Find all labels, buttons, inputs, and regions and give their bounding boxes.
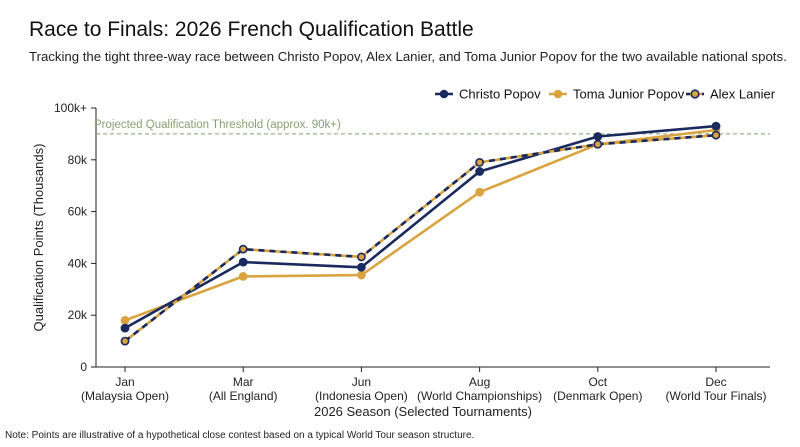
data-point-alex-lanier [356, 252, 366, 262]
series-line-alex-lanier [124, 133, 717, 343]
series-line-toma-junior-popov [124, 128, 717, 322]
x-tick-label-event: (Malaysia Open) [81, 389, 169, 403]
threshold-group: Projected Qualification Threshold (appro… [94, 119, 770, 135]
data-point-alex-lanier [711, 130, 721, 140]
x-tick-label-event: (World Tour Finals) [666, 389, 767, 403]
chart-legend: Christo Popov Toma Junior Popov Alex Lanie… [435, 87, 776, 102]
series-line-christo-popov [124, 124, 717, 330]
x-tick-label-event: (Denmark Open) [553, 389, 642, 403]
y-tick-label: 100k+ [54, 101, 87, 115]
chart-title: Race to Finals: 2026 French Qualificatio… [29, 18, 474, 41]
series-line-alex-lanier-base [124, 133, 717, 343]
legend-label: Toma Junior Popov [573, 87, 685, 102]
data-point-christo-popov [593, 132, 603, 141]
x-tick-label-month: Dec [705, 375, 726, 389]
y-tick-label: 80k [68, 153, 88, 167]
data-point-toma-junior-popov [475, 187, 484, 197]
footnote: Note: Points are illustrative of a hypot… [5, 430, 475, 441]
data-point-toma-junior-popov [120, 315, 130, 325]
x-axis-title: 2026 Season (Selected Tournaments) [314, 404, 532, 419]
y-tick-label: 0 [80, 360, 87, 374]
threshold-label: Projected Qualification Threshold (appro… [94, 119, 341, 131]
data-point-alex-lanier [593, 139, 603, 149]
x-tick-label-month: Mar [233, 375, 254, 389]
legend-marker [690, 89, 700, 99]
x-tick-label-event: (All England) [209, 389, 278, 403]
x-tick-label-event: (Indonesia Open) [315, 389, 408, 403]
x-tick-label-month: Jun [352, 375, 371, 389]
series-points [120, 121, 721, 346]
legend-marker [553, 89, 563, 99]
y-tick-label: 40k [68, 256, 88, 270]
x-tick-label-month: Oct [588, 375, 607, 389]
legend-item-alex-lanier: Alex Lanier [686, 87, 776, 102]
data-point-toma-junior-popov [356, 270, 366, 280]
x-tick-label-month: Aug [469, 375, 490, 389]
legend-item-christo-popov: Christo Popov [435, 87, 541, 102]
x-tick-label-month: Jan [115, 375, 134, 389]
data-point-christo-popov [711, 121, 721, 131]
data-point-christo-popov [238, 257, 248, 267]
x-tick-label-event: (World Championships) [417, 389, 542, 403]
series-lines [124, 124, 717, 343]
data-point-alex-lanier [475, 157, 484, 167]
legend-label: Alex Lanier [710, 87, 776, 102]
data-point-alex-lanier [120, 336, 130, 346]
legend-item-toma-junior-popov: Toma Junior Popov [549, 87, 685, 102]
legend-label: Christo Popov [459, 87, 541, 102]
legend-marker [439, 89, 449, 99]
chart-subtitle: Tracking the tight three-way race betwee… [29, 49, 787, 64]
y-tick-label: 20k [68, 308, 88, 322]
data-point-christo-popov [356, 262, 366, 272]
data-point-christo-popov [475, 167, 484, 176]
y-tick-label: 60k [68, 205, 88, 219]
data-point-toma-junior-popov [238, 271, 248, 281]
data-point-christo-popov [120, 323, 130, 333]
data-point-alex-lanier [238, 244, 248, 254]
y-axis-title: Qualification Points (Thousands) [31, 144, 46, 332]
